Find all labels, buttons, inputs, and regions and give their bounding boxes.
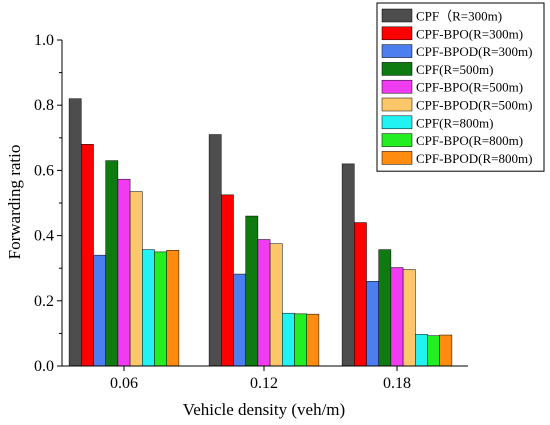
bars-layer: [68, 98, 453, 367]
bar-0.18-series-6: [402, 269, 416, 367]
x-tick-label: 0.06: [110, 375, 138, 392]
legend: CPF（R=300m) CPF-BPO(R=300m) CPF-BPOD(R=300…: [376, 2, 545, 172]
bar-0.18-series-2: [354, 222, 367, 367]
bar-0.18-series-4: [378, 249, 392, 367]
legend-label: CPF-BPOD(R=300m): [416, 44, 532, 59]
bar-0.06-series-6: [129, 191, 143, 367]
y-tick-label: 0.4: [34, 228, 54, 245]
bar-0.06-series-9: [166, 250, 180, 367]
x-tick-label: 0.12: [250, 375, 278, 392]
bar-0.06-series-2: [81, 144, 94, 367]
ticks-layer: 0.0 0.2 0.4 0.6 0.8 1.0 0.06 0.12 0.18: [34, 32, 411, 392]
legend-label: CPF-BPO(R=800m): [416, 133, 523, 148]
bar-0.18-series-8: [427, 335, 440, 367]
bar-0.06-series-7: [142, 249, 155, 367]
bar-0.12-series-8: [294, 313, 307, 367]
legend-label: CPF(R=800m): [416, 115, 493, 130]
y-tick-label: 0.8: [34, 97, 54, 114]
bar-0.12-series-2: [221, 194, 234, 367]
bar-0.06-series-5: [117, 178, 131, 367]
bar-0.18-series-3: [366, 280, 379, 367]
y-tick-label: 1.0: [34, 32, 54, 49]
legend-swatch: [381, 44, 413, 58]
bar-0.06-series-4: [105, 160, 119, 367]
y-tick-label: 0.2: [34, 293, 54, 310]
legend-label: CPF(R=500m): [416, 62, 493, 77]
bar-0.12-series-1: [208, 134, 222, 367]
y-tick-label: 0.0: [34, 358, 54, 375]
bar-0.18-series-1: [341, 163, 355, 367]
bar-0.12-series-6: [269, 243, 283, 367]
legend-swatch: [381, 8, 413, 23]
bar-0.12-series-5: [257, 239, 271, 367]
legend-label: CPF（R=300m): [416, 9, 502, 24]
bar-0.06-series-3: [93, 254, 106, 367]
bar-0.12-series-7: [282, 312, 295, 367]
bar-0.06-series-1: [68, 98, 82, 367]
legend-swatch: [381, 97, 413, 112]
bar-0.18-series-7: [415, 334, 428, 367]
y-tick-label: 0.6: [34, 162, 54, 179]
bar-0.18-series-5: [390, 267, 404, 367]
legend-label: CPF-BPOD(R=800m): [416, 151, 532, 166]
y-axis-title: Forwarding ratio: [5, 145, 24, 260]
legend-label: CPF-BPO(R=500m): [416, 80, 523, 95]
legend-label: CPF-BPOD(R=500m): [416, 98, 532, 113]
x-tick-label: 0.18: [383, 375, 411, 392]
legend-swatch: [381, 151, 413, 165]
bar-0.06-series-8: [154, 251, 167, 367]
legend-label: CPF-BPO(R=300m): [416, 26, 523, 41]
x-axis-title: Vehicle density (veh/m): [183, 400, 345, 419]
bar-0.12-series-3: [233, 273, 246, 367]
bar-0.18-series-9: [439, 334, 453, 367]
bar-0.12-series-4: [245, 215, 259, 367]
legend-swatch: [381, 62, 413, 76]
legend-swatch: [381, 26, 413, 41]
legend-swatch: [381, 115, 413, 130]
bar-0.12-series-9: [306, 313, 320, 367]
legend-swatch: [381, 133, 413, 147]
legend-swatch: [381, 79, 413, 94]
